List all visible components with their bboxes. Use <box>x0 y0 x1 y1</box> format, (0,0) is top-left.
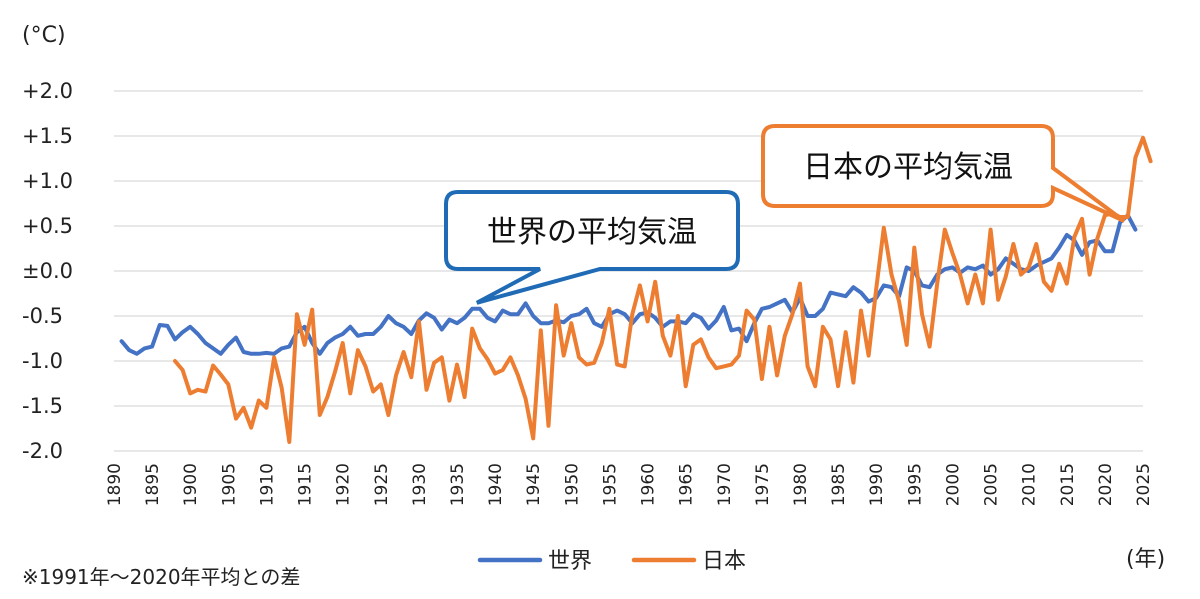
callout-japan-box <box>761 124 1126 223</box>
x-tick-label: 1995 <box>905 463 925 506</box>
x-tick-label: 2025 <box>1134 463 1154 506</box>
x-tick-label: 1925 <box>372 463 392 506</box>
legend-label-japan: 日本 <box>702 549 746 574</box>
axes: +2.0 +1.5 +1.0 +0.5 ±0.0 -0.5 -1.0 -1.5 -2.0 1890… <box>22 79 1154 506</box>
y-tick-label: +0.5 <box>22 214 73 238</box>
x-tick-label: 1900 <box>181 463 201 506</box>
x-tick-label: 1965 <box>677 463 697 506</box>
x-tick-label: 1985 <box>829 463 849 506</box>
x-tick-label: 1970 <box>715 463 735 506</box>
x-axis-unit: (年) <box>1126 547 1165 572</box>
x-tick-label: 1945 <box>524 463 544 506</box>
callout-japan-text: 日本の平均気温 <box>803 150 1013 185</box>
x-tick-label: 2005 <box>982 463 1002 506</box>
x-tick-label: 1980 <box>791 463 811 506</box>
series-line-japan <box>173 135 1153 444</box>
x-tick-label: 1990 <box>867 463 887 506</box>
x-tick-label: 1915 <box>296 463 316 506</box>
callouts: 世界の平均気温 日本の平均気温 <box>444 124 1126 305</box>
x-tick-label: 2010 <box>1020 463 1040 506</box>
x-tick-label: 1905 <box>219 463 239 506</box>
x-tick-label: 1895 <box>143 463 163 506</box>
x-tick-label: 1950 <box>562 463 582 506</box>
x-tick-label: 1910 <box>257 463 277 506</box>
x-tick-label: 2015 <box>1058 463 1078 506</box>
x-tick-label: 2020 <box>1096 463 1116 506</box>
x-tick-label: 1940 <box>486 463 506 506</box>
legend-label-world: 世界 <box>548 549 592 574</box>
x-tick-label: 2000 <box>943 463 963 506</box>
y-tick-label: ±0.0 <box>22 259 73 283</box>
y-tick-label: -0.5 <box>22 304 63 328</box>
footnote: ※1991年〜2020年平均との差 <box>22 565 300 589</box>
x-tick-label: 1920 <box>334 463 354 506</box>
series-line-world <box>119 213 1138 356</box>
y-tick-label: +1.5 <box>22 124 73 148</box>
y-axis-unit: (°C) <box>22 23 66 48</box>
x-tick-label: 1960 <box>639 463 659 506</box>
callout-world-box <box>444 190 740 305</box>
y-tick-label: +1.0 <box>22 169 73 193</box>
y-tick-label: -1.0 <box>22 349 63 373</box>
legend: 世界 日本 <box>477 549 746 574</box>
y-tick-label: -1.5 <box>22 394 63 418</box>
y-tick-label: +2.0 <box>22 79 73 103</box>
x-tick-label: 1955 <box>600 463 620 506</box>
x-tick-label: 1890 <box>105 463 125 506</box>
x-tick-label: 1930 <box>410 463 430 506</box>
callout-world-text: 世界の平均気温 <box>487 215 697 250</box>
y-tick-label: -2.0 <box>22 439 63 463</box>
x-tick-label: 1935 <box>448 463 468 506</box>
x-tick-label: 1975 <box>753 463 773 506</box>
series-layer <box>119 135 1153 444</box>
